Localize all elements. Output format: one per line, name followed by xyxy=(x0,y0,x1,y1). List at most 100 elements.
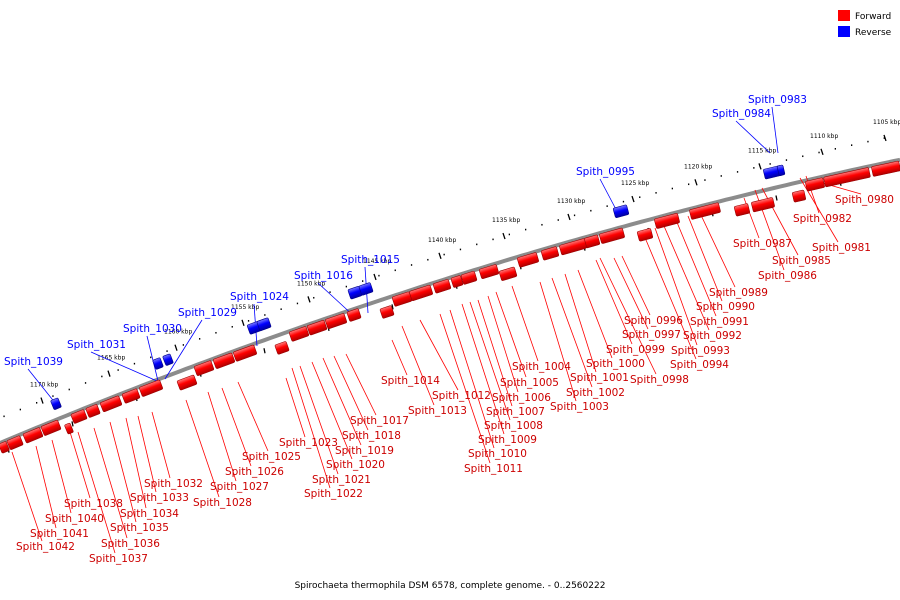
forward-gene-label[interactable]: Spith_0997 xyxy=(622,329,681,341)
gene-shape[interactable] xyxy=(121,388,141,404)
forward-gene-label[interactable]: Spith_1019 xyxy=(335,445,394,457)
forward-gene-block[interactable] xyxy=(379,305,395,319)
forward-gene-label[interactable]: Spith_1022 xyxy=(304,488,363,500)
forward-gene-block[interactable] xyxy=(654,213,680,229)
gene-shape[interactable] xyxy=(612,204,630,218)
gene-shape[interactable] xyxy=(517,252,539,268)
gene-shape[interactable] xyxy=(346,308,362,322)
forward-gene-block[interactable] xyxy=(213,352,235,369)
reverse-gene-block[interactable] xyxy=(152,357,164,370)
gene-shape[interactable] xyxy=(6,435,24,450)
forward-gene-label[interactable]: Spith_0991 xyxy=(690,316,749,328)
forward-gene-block[interactable] xyxy=(751,197,775,213)
forward-gene-label[interactable]: Spith_1012 xyxy=(432,390,491,402)
gene-shape[interactable] xyxy=(498,266,518,281)
forward-gene-label[interactable]: Spith_1035 xyxy=(110,522,169,534)
reverse-gene-label[interactable]: Spith_1039 xyxy=(4,356,63,368)
reverse-gene-label[interactable]: Spith_0995 xyxy=(576,166,635,178)
forward-gene-label[interactable]: Spith_1013 xyxy=(408,405,467,417)
forward-gene-label[interactable]: Spith_1026 xyxy=(225,466,284,478)
forward-gene-label[interactable]: Spith_1007 xyxy=(486,406,545,418)
forward-gene-label[interactable]: Spith_1025 xyxy=(242,451,301,463)
gene-shape[interactable] xyxy=(306,320,328,336)
forward-gene-label[interactable]: Spith_1001 xyxy=(570,372,629,384)
forward-gene-block[interactable] xyxy=(823,167,871,188)
forward-gene-label[interactable]: Spith_0985 xyxy=(772,255,831,267)
forward-gene-label[interactable]: Spith_1042 xyxy=(16,541,75,553)
forward-gene-block[interactable] xyxy=(40,420,62,436)
forward-gene-block[interactable] xyxy=(559,238,587,256)
reverse-gene-label[interactable]: Spith_0983 xyxy=(748,94,807,106)
forward-gene-label[interactable]: Spith_1008 xyxy=(484,420,543,432)
forward-gene-block[interactable] xyxy=(346,308,362,322)
gene-shape[interactable] xyxy=(391,291,413,307)
gene-shape[interactable] xyxy=(325,313,347,329)
forward-gene-block[interactable] xyxy=(391,291,413,307)
forward-gene-label[interactable]: Spith_1033 xyxy=(130,492,189,504)
forward-gene-label[interactable]: Spith_1005 xyxy=(500,377,559,389)
forward-gene-label[interactable]: Spith_0990 xyxy=(696,301,755,313)
reverse-gene-block[interactable] xyxy=(162,353,174,366)
forward-gene-block[interactable] xyxy=(6,435,24,450)
forward-gene-label[interactable]: Spith_1009 xyxy=(478,434,537,446)
forward-gene-block[interactable] xyxy=(233,344,257,362)
forward-gene-label[interactable]: Spith_1004 xyxy=(512,361,571,373)
gene-shape[interactable] xyxy=(256,317,272,331)
forward-gene-block[interactable] xyxy=(274,341,290,355)
gene-shape[interactable] xyxy=(176,374,198,391)
forward-gene-block[interactable] xyxy=(100,395,122,413)
gene-shape[interactable] xyxy=(689,202,721,220)
forward-gene-block[interactable] xyxy=(734,203,750,217)
reverse-gene-block[interactable] xyxy=(256,317,272,331)
gene-shape[interactable] xyxy=(233,344,257,362)
forward-gene-label[interactable]: Spith_0999 xyxy=(606,344,665,356)
forward-gene-label[interactable]: Spith_1000 xyxy=(586,358,645,370)
reverse-gene-label[interactable]: Spith_1024 xyxy=(230,291,289,303)
forward-gene-block[interactable] xyxy=(288,326,310,342)
forward-gene-label[interactable]: Spith_0981 xyxy=(812,242,871,254)
gene-shape[interactable] xyxy=(559,238,587,256)
reverse-gene-block[interactable] xyxy=(776,164,786,176)
forward-gene-label[interactable]: Spith_0987 xyxy=(733,238,792,250)
forward-gene-label[interactable]: Spith_1011 xyxy=(464,463,523,475)
gene-shape[interactable] xyxy=(432,279,452,294)
forward-gene-block[interactable] xyxy=(176,374,198,391)
gene-shape[interactable] xyxy=(40,420,62,436)
forward-gene-label[interactable]: Spith_1020 xyxy=(326,459,385,471)
gene-shape[interactable] xyxy=(100,395,122,413)
forward-gene-label[interactable]: Spith_0996 xyxy=(624,315,683,327)
forward-gene-block[interactable] xyxy=(479,264,499,279)
forward-gene-label[interactable]: Spith_1040 xyxy=(45,513,104,525)
reverse-gene-block[interactable] xyxy=(612,204,630,218)
forward-gene-block[interactable] xyxy=(139,379,163,397)
forward-gene-block[interactable] xyxy=(325,313,347,329)
gene-shape[interactable] xyxy=(288,326,310,342)
forward-gene-label[interactable]: Spith_1023 xyxy=(279,437,338,449)
forward-gene-label[interactable]: Spith_0986 xyxy=(758,270,817,282)
forward-gene-label[interactable]: Spith_1032 xyxy=(144,478,203,490)
gene-shape[interactable] xyxy=(193,360,215,376)
gene-shape[interactable] xyxy=(379,305,395,319)
forward-gene-block[interactable] xyxy=(450,275,464,288)
forward-gene-block[interactable] xyxy=(432,279,452,294)
forward-gene-label[interactable]: Spith_1010 xyxy=(468,448,527,460)
gene-shape[interactable] xyxy=(0,441,10,454)
gene-shape[interactable] xyxy=(734,203,750,217)
gene-shape[interactable] xyxy=(50,397,62,410)
forward-gene-label[interactable]: Spith_1006 xyxy=(492,392,551,404)
forward-gene-label[interactable]: Spith_1018 xyxy=(342,430,401,442)
forward-gene-block[interactable] xyxy=(70,409,88,424)
forward-gene-label[interactable]: Spith_1002 xyxy=(566,387,625,399)
forward-gene-label[interactable]: Spith_1041 xyxy=(30,528,89,540)
forward-gene-label[interactable]: Spith_0980 xyxy=(835,194,894,206)
forward-gene-block[interactable] xyxy=(0,441,10,454)
forward-gene-block[interactable] xyxy=(121,388,141,404)
gene-shape[interactable] xyxy=(64,422,74,435)
gene-shape[interactable] xyxy=(22,427,44,444)
forward-gene-label[interactable]: Spith_1027 xyxy=(210,481,269,493)
reverse-gene-label[interactable]: Spith_1030 xyxy=(123,323,182,335)
reverse-gene-block[interactable] xyxy=(358,282,374,296)
gene-shape[interactable] xyxy=(460,270,478,285)
forward-gene-label[interactable]: Spith_1021 xyxy=(312,474,371,486)
gene-shape[interactable] xyxy=(152,357,164,370)
